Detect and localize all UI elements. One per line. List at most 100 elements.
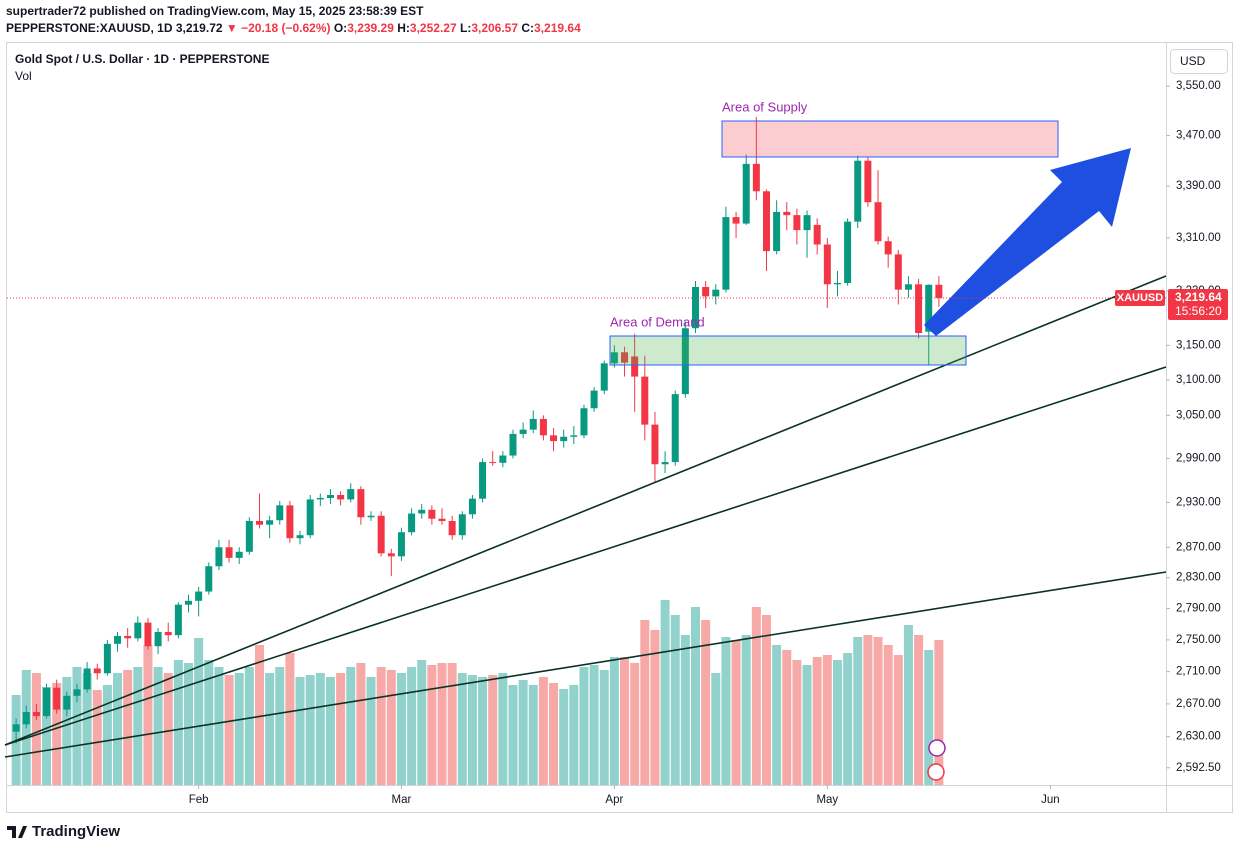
candle-body xyxy=(387,553,395,557)
candle-body xyxy=(570,435,578,437)
candle-body xyxy=(306,499,314,536)
logo: TradingView xyxy=(7,823,120,840)
x-tick-label: Mar xyxy=(392,794,412,806)
demand-zone xyxy=(609,335,967,366)
candle-body xyxy=(438,518,446,521)
candle-body xyxy=(499,455,507,463)
volume-bar xyxy=(761,615,771,785)
y-tick-label: 2,990.00 xyxy=(1176,452,1221,464)
change: ▼ −20.18 (−0.62%) xyxy=(226,21,331,35)
candle-body xyxy=(357,489,365,518)
candle-body xyxy=(854,160,862,222)
candle-body xyxy=(489,462,497,464)
candle-body xyxy=(286,505,294,539)
symbol: PEPPERSTONE:XAUUSD, 1D xyxy=(6,21,173,35)
legend-title: Gold Spot / U.S. Dollar · 1D · PEPPERSTO… xyxy=(15,52,269,66)
volume-bar xyxy=(822,655,832,785)
y-tick-label: 3,550.00 xyxy=(1176,80,1221,92)
candle-body xyxy=(813,224,821,245)
candle-body xyxy=(884,241,892,255)
candle-body xyxy=(894,254,902,290)
logo-mark xyxy=(7,826,27,838)
volume-bar xyxy=(751,607,761,785)
volume-bar xyxy=(863,635,873,785)
candle-body xyxy=(255,520,263,525)
candle-body xyxy=(904,284,912,290)
volume-bar xyxy=(478,677,488,785)
candle-body xyxy=(762,191,770,252)
candle-body xyxy=(560,436,568,442)
candle-body xyxy=(874,202,882,242)
candle-body xyxy=(195,591,203,601)
candle-body xyxy=(600,363,608,391)
volume-bar xyxy=(731,640,741,785)
symbol-label: XAUUSD xyxy=(1117,292,1164,304)
volume-bar xyxy=(599,670,609,785)
candle-body xyxy=(864,160,872,203)
volume-bar xyxy=(254,645,264,785)
volume-bar xyxy=(92,690,102,785)
volume-bar xyxy=(31,673,41,785)
candle-body xyxy=(681,328,689,395)
currency: USD xyxy=(1180,54,1206,68)
volume-bar xyxy=(143,645,153,785)
candle-body xyxy=(347,489,355,500)
candle-body xyxy=(93,668,101,674)
event-icon[interactable] xyxy=(927,763,945,781)
volume-bar xyxy=(194,638,204,785)
y-tick-label: 3,050.00 xyxy=(1176,409,1221,421)
candle-body xyxy=(114,635,122,644)
y-tick-label: 2,930.00 xyxy=(1176,496,1221,508)
candle-body xyxy=(590,390,598,409)
candle-body xyxy=(245,520,253,552)
y-tick-label: 3,150.00 xyxy=(1176,339,1221,351)
volume-bar xyxy=(680,635,690,785)
volume-bar xyxy=(538,677,548,785)
y-tick-label: 2,592.50 xyxy=(1176,762,1221,774)
y-tick-label: 2,750.00 xyxy=(1176,634,1221,646)
volume-bar xyxy=(123,670,133,785)
volume-bar xyxy=(559,689,569,785)
y-tick-label: 2,670.00 xyxy=(1176,698,1221,710)
volume-bar xyxy=(843,653,853,785)
candle-body xyxy=(43,687,51,717)
candle-body xyxy=(833,282,841,285)
volume-bar xyxy=(873,637,883,785)
volume-bar xyxy=(893,655,903,785)
volume-bar xyxy=(204,660,214,785)
volume-bar xyxy=(173,660,183,785)
candle-body xyxy=(337,495,345,500)
candle-body xyxy=(935,284,943,298)
event-icon[interactable] xyxy=(928,739,946,757)
volume-bar xyxy=(853,637,863,785)
volume-bar xyxy=(244,667,254,785)
candle-body xyxy=(783,211,791,216)
volume-bar xyxy=(72,667,82,785)
volume-bar xyxy=(660,600,670,785)
volume-bar xyxy=(427,665,437,785)
candle-body xyxy=(144,622,152,647)
demand-label: Area of Demand xyxy=(610,314,705,329)
candle-body xyxy=(661,462,669,465)
volume-bar xyxy=(356,663,366,785)
volume-bar xyxy=(133,667,143,785)
volume-bar xyxy=(163,673,173,785)
volume-bar xyxy=(42,687,52,785)
candle-body xyxy=(73,689,81,696)
candle-body xyxy=(32,712,40,717)
volume-bar xyxy=(234,673,244,785)
volume-bar xyxy=(366,677,376,785)
volume-bar xyxy=(265,673,275,785)
y-tick-label: 2,790.00 xyxy=(1176,603,1221,615)
candle-body xyxy=(925,284,933,332)
candle-body xyxy=(671,394,679,463)
candle-body xyxy=(803,215,811,231)
candle-body xyxy=(428,509,436,519)
candle-body xyxy=(134,622,142,639)
candle-body xyxy=(732,217,740,224)
candle-body xyxy=(519,429,527,434)
trend-line xyxy=(4,275,1167,746)
candle-body xyxy=(468,498,476,515)
volume-bar xyxy=(589,665,599,785)
candle-body xyxy=(702,286,710,297)
